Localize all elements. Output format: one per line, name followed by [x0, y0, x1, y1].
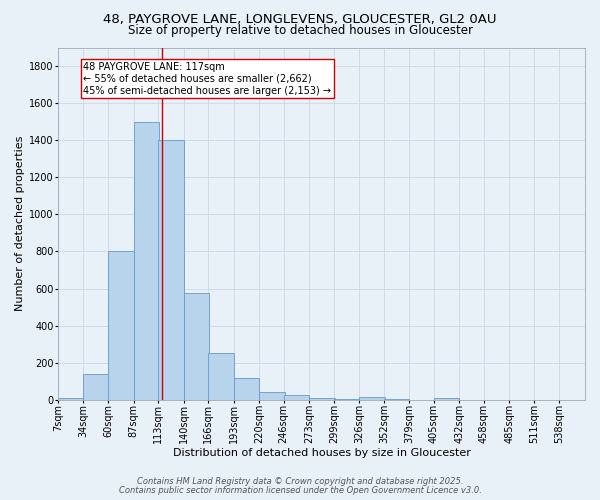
- Bar: [83, 374, 109, 400]
- Bar: [184, 293, 209, 400]
- Bar: [208, 354, 233, 400]
- Y-axis label: Number of detached properties: Number of detached properties: [15, 136, 25, 312]
- Bar: [359, 397, 385, 400]
- Bar: [284, 395, 309, 400]
- Text: 48 PAYGROVE LANE: 117sqm
← 55% of detached houses are smaller (2,662)
45% of sem: 48 PAYGROVE LANE: 117sqm ← 55% of detach…: [83, 62, 331, 96]
- Text: Contains public sector information licensed under the Open Government Licence v3: Contains public sector information licen…: [119, 486, 481, 495]
- Bar: [259, 392, 284, 400]
- Text: 48, PAYGROVE LANE, LONGLEVENS, GLOUCESTER, GL2 0AU: 48, PAYGROVE LANE, LONGLEVENS, GLOUCESTE…: [103, 12, 497, 26]
- X-axis label: Distribution of detached houses by size in Gloucester: Distribution of detached houses by size …: [173, 448, 470, 458]
- Bar: [58, 398, 83, 400]
- Text: Size of property relative to detached houses in Gloucester: Size of property relative to detached ho…: [128, 24, 473, 37]
- Bar: [108, 252, 134, 400]
- Bar: [158, 140, 184, 400]
- Bar: [309, 398, 335, 400]
- Bar: [434, 398, 460, 400]
- Bar: [334, 399, 359, 400]
- Bar: [134, 122, 159, 400]
- Text: Contains HM Land Registry data © Crown copyright and database right 2025.: Contains HM Land Registry data © Crown c…: [137, 477, 463, 486]
- Bar: [233, 378, 259, 400]
